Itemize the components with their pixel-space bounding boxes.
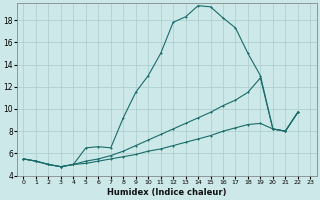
X-axis label: Humidex (Indice chaleur): Humidex (Indice chaleur) [107,188,227,197]
